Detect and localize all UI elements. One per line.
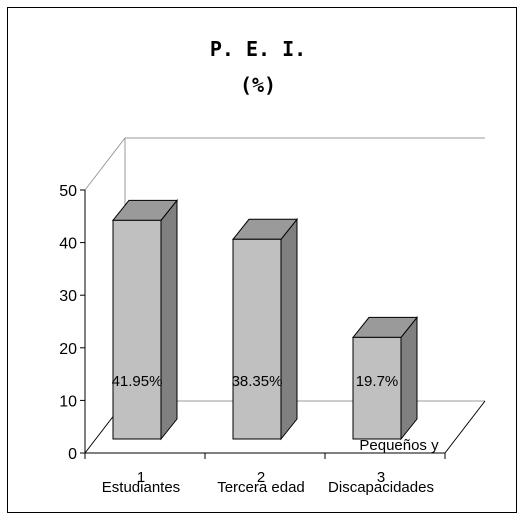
x-category-label: Tercera edad — [217, 479, 305, 496]
bar — [351, 315, 419, 441]
back-wall — [124, 138, 485, 402]
data-label: 19.7% — [356, 373, 399, 390]
y-tick-label: 40 — [59, 236, 77, 253]
bar-side — [280, 217, 298, 441]
x-category-label: Discapacidades — [328, 479, 434, 496]
bar-side — [400, 315, 418, 441]
x-category-label: Estudiantes — [102, 479, 180, 496]
bar-front — [352, 336, 402, 440]
bar — [231, 217, 299, 441]
y-tick-label: 10 — [59, 393, 77, 410]
data-label: 38.35% — [232, 373, 283, 390]
bar-side — [160, 198, 178, 441]
bar-front — [232, 238, 282, 440]
bars — [111, 198, 419, 441]
data-label: 41.95% — [112, 373, 163, 390]
bar-front — [112, 219, 162, 440]
y-tick-label: 20 — [59, 341, 77, 358]
chart-title: P. E. I. — [210, 37, 306, 61]
x-category-label: Pequeños y — [359, 437, 439, 454]
y-tick-label: 0 — [68, 446, 77, 463]
chart-subtitle: (%) — [240, 73, 276, 97]
y-tick-label: 50 — [59, 183, 77, 200]
bar — [111, 198, 179, 441]
top-edge — [84, 137, 485, 191]
y-tick-label: 30 — [59, 288, 77, 305]
x-index-label: 1 — [137, 469, 145, 486]
x-index-label: 2 — [257, 469, 265, 486]
x-index-label: 3 — [377, 469, 385, 486]
